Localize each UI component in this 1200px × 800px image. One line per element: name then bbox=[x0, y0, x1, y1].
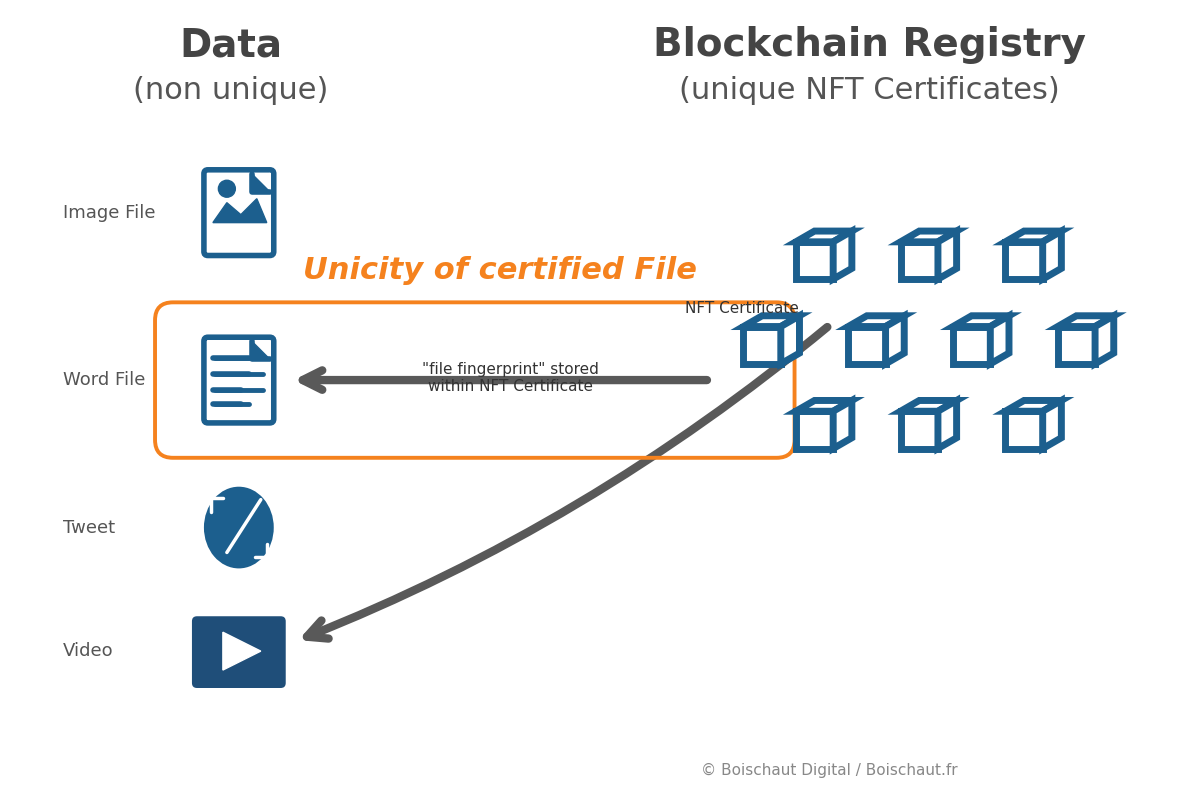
Text: Blockchain Registry: Blockchain Registry bbox=[653, 26, 1086, 64]
Text: Tweet: Tweet bbox=[64, 518, 115, 537]
Text: © Boischaut Digital / Boischaut.fr: © Boischaut Digital / Boischaut.fr bbox=[701, 763, 958, 778]
Polygon shape bbox=[953, 326, 990, 364]
Polygon shape bbox=[1043, 401, 1061, 449]
Polygon shape bbox=[796, 401, 852, 411]
Polygon shape bbox=[252, 174, 270, 192]
Polygon shape bbox=[900, 411, 938, 449]
Polygon shape bbox=[1006, 401, 1061, 411]
Polygon shape bbox=[223, 632, 260, 670]
Polygon shape bbox=[833, 231, 852, 279]
Text: Video: Video bbox=[64, 642, 114, 660]
Polygon shape bbox=[953, 316, 1009, 326]
Text: (non unique): (non unique) bbox=[133, 76, 329, 105]
Polygon shape bbox=[900, 242, 938, 279]
Polygon shape bbox=[848, 326, 886, 364]
Polygon shape bbox=[781, 316, 799, 364]
Polygon shape bbox=[212, 198, 266, 222]
FancyBboxPatch shape bbox=[204, 170, 274, 255]
Text: "file fingerprint" stored
within NFT Certificate: "file fingerprint" stored within NFT Cer… bbox=[421, 362, 599, 394]
Text: Unicity of certified File: Unicity of certified File bbox=[304, 256, 697, 285]
Polygon shape bbox=[886, 316, 905, 364]
Text: Data: Data bbox=[179, 26, 282, 64]
Polygon shape bbox=[833, 401, 852, 449]
Text: (unique NFT Certificates): (unique NFT Certificates) bbox=[679, 76, 1060, 105]
Polygon shape bbox=[796, 231, 852, 242]
Polygon shape bbox=[938, 231, 956, 279]
Polygon shape bbox=[796, 242, 833, 279]
Polygon shape bbox=[1057, 326, 1096, 364]
Polygon shape bbox=[744, 316, 799, 326]
Polygon shape bbox=[744, 326, 781, 364]
Polygon shape bbox=[1006, 411, 1043, 449]
Polygon shape bbox=[250, 173, 271, 194]
Polygon shape bbox=[900, 401, 956, 411]
Text: Image File: Image File bbox=[64, 204, 156, 222]
FancyBboxPatch shape bbox=[204, 338, 274, 423]
Polygon shape bbox=[1043, 231, 1061, 279]
Polygon shape bbox=[938, 401, 956, 449]
Polygon shape bbox=[1057, 316, 1114, 326]
Polygon shape bbox=[250, 340, 271, 361]
FancyBboxPatch shape bbox=[192, 616, 286, 688]
Polygon shape bbox=[1006, 231, 1061, 242]
Polygon shape bbox=[848, 316, 905, 326]
Circle shape bbox=[218, 180, 235, 198]
Polygon shape bbox=[796, 411, 833, 449]
Text: NFT Certificate: NFT Certificate bbox=[685, 301, 799, 316]
Polygon shape bbox=[252, 342, 270, 359]
Polygon shape bbox=[900, 231, 956, 242]
Text: Word File: Word File bbox=[64, 371, 145, 389]
Polygon shape bbox=[1006, 242, 1043, 279]
Ellipse shape bbox=[204, 486, 274, 569]
Polygon shape bbox=[1096, 316, 1114, 364]
Polygon shape bbox=[990, 316, 1009, 364]
